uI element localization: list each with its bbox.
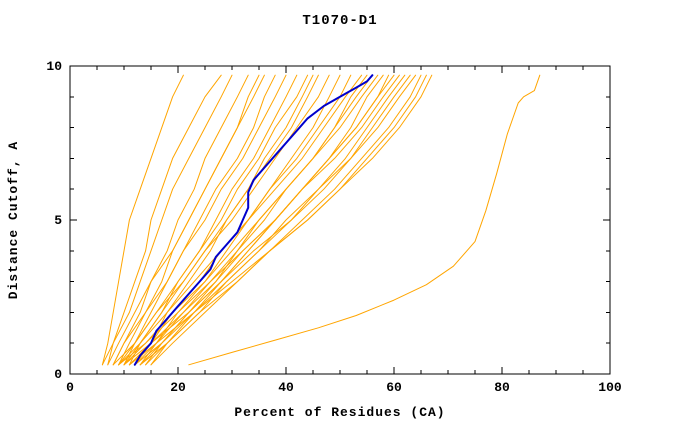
model-line <box>118 74 309 366</box>
x-tick-label: 100 <box>598 380 622 395</box>
y-tick-label: 5 <box>54 213 62 228</box>
model-line <box>101 74 184 366</box>
highlighted-model-line <box>133 74 374 366</box>
model-line <box>128 74 298 366</box>
y-tick-label: 10 <box>46 59 62 74</box>
model-line <box>118 74 363 366</box>
model-line <box>112 74 249 366</box>
chart-title: T1070-D1 <box>302 13 377 29</box>
model-line <box>150 74 384 366</box>
x-tick-label: 20 <box>170 380 186 395</box>
model-line <box>123 74 417 366</box>
x-tick-label: 80 <box>494 380 510 395</box>
y-tick-label: 0 <box>54 367 62 382</box>
model-line <box>112 74 330 366</box>
model-line <box>101 74 233 366</box>
x-tick-label: 60 <box>386 380 402 395</box>
model-line <box>150 74 422 366</box>
model-line <box>107 74 265 366</box>
model-line <box>188 74 541 366</box>
x-tick-label: 0 <box>66 380 74 395</box>
x-axis-label: Percent of Residues (CA) <box>234 405 445 420</box>
plot-area: 0 20 40 60 80 100 0 5 10 <box>46 59 622 395</box>
model-line <box>112 74 287 366</box>
x-tick-label: 40 <box>278 380 294 395</box>
model-line <box>107 74 222 366</box>
model-line <box>128 74 433 366</box>
model-line <box>123 74 276 366</box>
model-line <box>118 74 400 366</box>
y-axis-label: Distance Cutoff, A <box>6 141 21 299</box>
model-line <box>123 74 319 366</box>
